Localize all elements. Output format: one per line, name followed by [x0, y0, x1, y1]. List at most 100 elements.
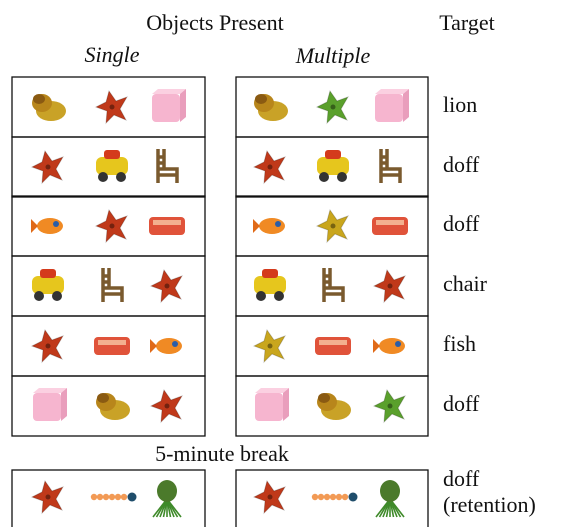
doff-shape [315, 208, 350, 244]
doff-hole [267, 164, 273, 170]
object-icon [322, 268, 345, 302]
fish-eye [275, 221, 281, 227]
object-icon [30, 328, 65, 364]
car-wheel [274, 291, 284, 301]
car-top [262, 269, 278, 278]
object-icon [94, 89, 129, 125]
doff-shape [252, 149, 287, 185]
doff-shape [94, 89, 129, 125]
doff-hole [109, 104, 115, 110]
doff-shape [252, 479, 287, 515]
bead [96, 493, 104, 501]
object-icon [150, 338, 182, 354]
chair-frame [101, 268, 124, 302]
object-icon [152, 480, 182, 518]
fish-eye [395, 341, 401, 347]
object-icon [315, 89, 350, 125]
bead [323, 493, 331, 501]
bus-body [315, 337, 351, 355]
object-icon [372, 217, 408, 235]
retention-multiple-cell [235, 469, 429, 527]
bead [341, 493, 349, 501]
bus-window [98, 340, 126, 345]
single-cell [11, 136, 206, 198]
car-body [317, 157, 349, 175]
doff-hole [45, 164, 51, 170]
fish-body [379, 338, 405, 354]
chair-frame [379, 149, 402, 183]
fish-tail [150, 339, 157, 353]
single-cell [11, 375, 206, 437]
cube-side [283, 388, 289, 421]
bead [108, 493, 116, 501]
bead [329, 493, 337, 501]
doff-shape [372, 388, 407, 424]
bus-body [372, 217, 408, 235]
bead [317, 493, 325, 501]
car-top [325, 150, 341, 159]
chair-frame [322, 268, 345, 302]
target-label: lion [443, 92, 477, 117]
object-icon [254, 94, 288, 121]
car-wheel [34, 291, 44, 301]
fish-body [37, 218, 63, 234]
cube-top [375, 89, 409, 94]
doff-hole [164, 283, 170, 289]
fish-body [156, 338, 182, 354]
car-wheel [116, 172, 126, 182]
object-icon [252, 149, 287, 185]
bead-end [127, 492, 137, 502]
object-icon [379, 149, 402, 183]
bead [102, 493, 110, 501]
bus-window [153, 220, 181, 225]
object-icon [149, 268, 184, 304]
car-body [254, 276, 286, 294]
bus-body [149, 217, 185, 235]
bead [311, 493, 319, 501]
bus-window [376, 220, 404, 225]
octopus-arm [389, 498, 405, 518]
doff-hole [387, 283, 393, 289]
doff-shape [149, 268, 184, 304]
car-wheel [319, 172, 329, 182]
car-body [96, 157, 128, 175]
doff-shape [30, 328, 65, 364]
doff-shape [30, 149, 65, 185]
car-top [104, 150, 120, 159]
object-icon [253, 218, 285, 234]
bus-window [319, 340, 347, 345]
object-icon [149, 217, 185, 235]
break-label: 5-minute break [155, 441, 289, 466]
object-icon [317, 393, 351, 420]
single-heading: Single [85, 42, 140, 67]
object-icon [311, 492, 358, 502]
multiple-cell [235, 375, 429, 437]
car-body [32, 276, 64, 294]
retention-target: (retention) [443, 492, 536, 517]
doff-hole [45, 494, 51, 500]
lion-mane [97, 393, 109, 403]
doff-shape [30, 479, 65, 515]
lion-mane [33, 94, 45, 104]
fish-tail [373, 339, 380, 353]
doff-shape [149, 388, 184, 424]
object-icon [254, 269, 286, 301]
target-label: doff [443, 211, 480, 236]
car-wheel [98, 172, 108, 182]
fish-tail [31, 219, 38, 233]
doff-shape [315, 89, 350, 125]
object-icon [30, 479, 65, 515]
object-icon [96, 393, 130, 420]
doff-hole [164, 403, 170, 409]
multiple-heading: Multiple [295, 43, 371, 68]
object-icon [255, 388, 289, 421]
octopus-head [380, 480, 400, 502]
bead [114, 493, 122, 501]
object-icon [252, 328, 287, 364]
cube-side [180, 89, 186, 122]
doff-hole [387, 403, 393, 409]
object-icon [90, 492, 137, 502]
object-icon [31, 218, 63, 234]
object-icon [96, 150, 128, 182]
car-wheel [52, 291, 62, 301]
